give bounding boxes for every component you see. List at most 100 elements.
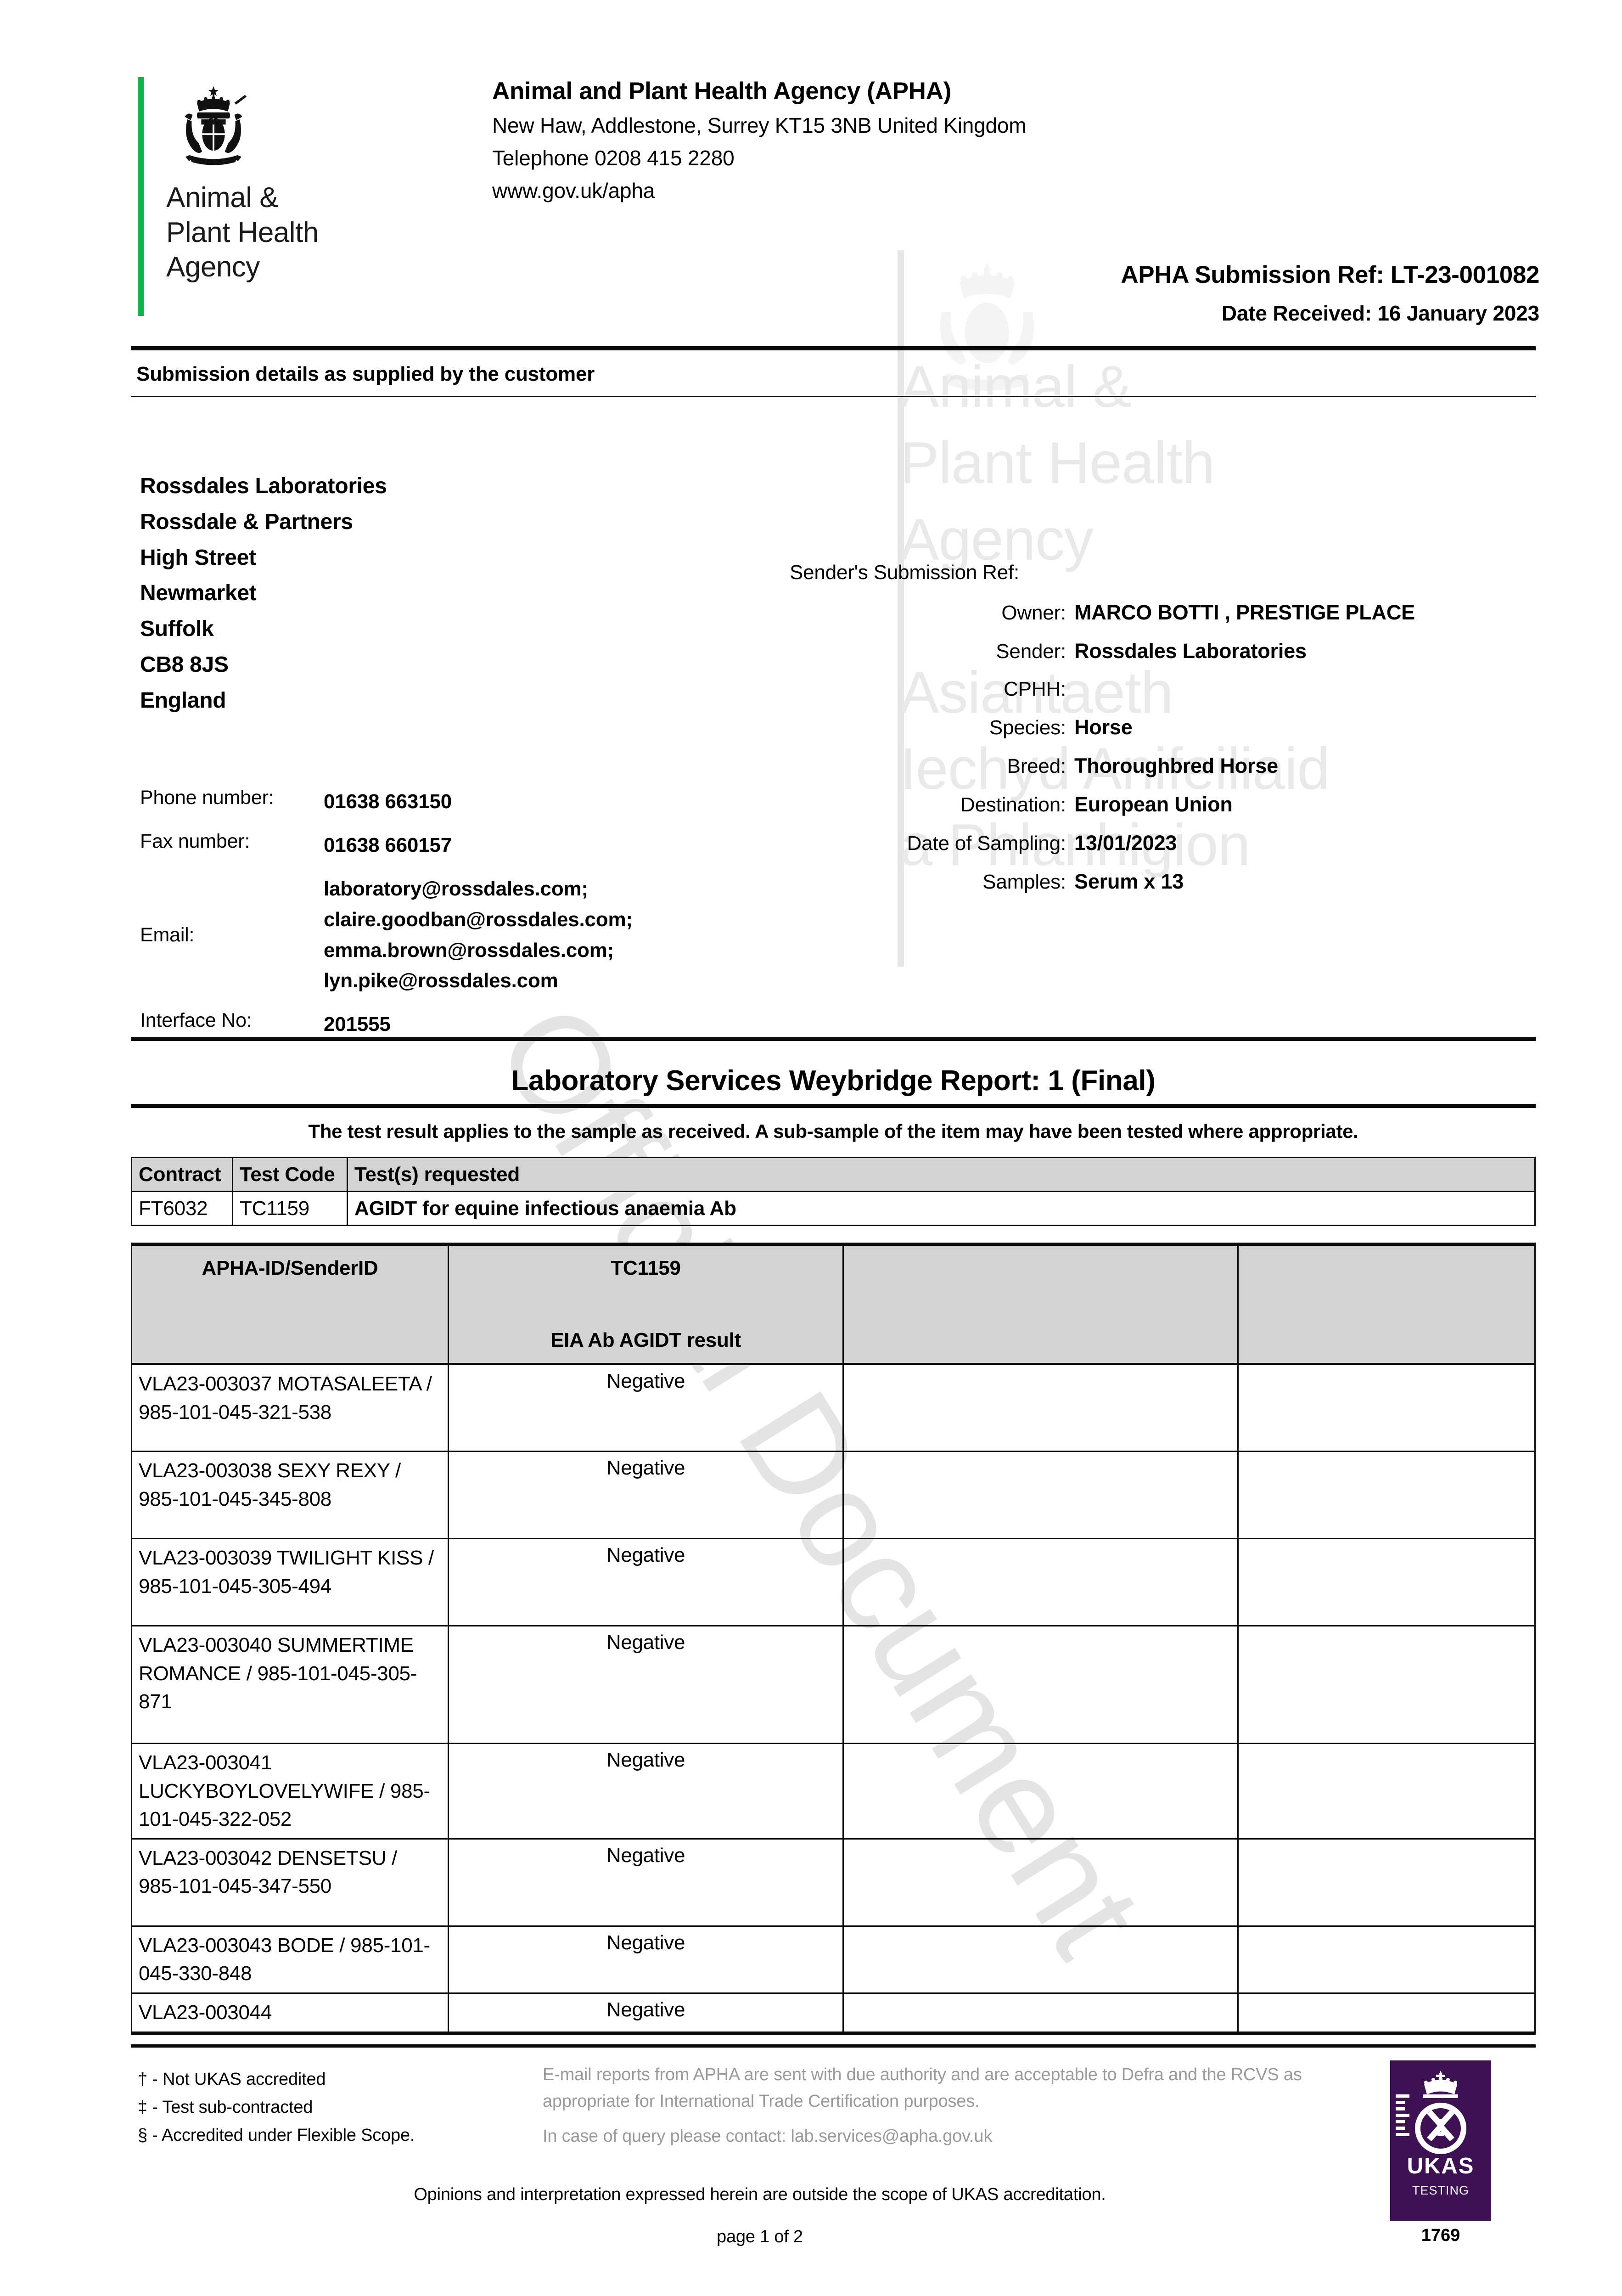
footer-email-note-1: E-mail reports from APHA are sent with d… xyxy=(543,2065,1302,2111)
results-cell-col3 xyxy=(842,1838,1239,1927)
results-cell-result: Negative xyxy=(448,1925,844,1994)
footer-email-notes: E-mail reports from APHA are sent with d… xyxy=(543,2062,1323,2158)
results-cell-id: VLA23-003040 SUMMERTIME ROMANCE / 985-10… xyxy=(131,1625,449,1744)
contact-label-email: Email: xyxy=(140,924,195,946)
results-cell-col3 xyxy=(842,1742,1239,1840)
results-cell-id: VLA23-003039 TWILIGHT KISS / 985-101-045… xyxy=(131,1537,449,1626)
detail-label-breed: Breed: xyxy=(1007,755,1066,777)
organisation-phone: Telephone 0208 415 2280 xyxy=(492,146,735,170)
table-row: VLA23-003044 Negative xyxy=(131,1992,1536,2035)
detail-label-date-of-sampling: Date of Sampling: xyxy=(907,832,1066,855)
organisation-website: www.gov.uk/apha xyxy=(492,179,655,203)
customer-address: Rossdales Laboratories Rossdale & Partne… xyxy=(140,474,387,713)
detail-row-destination: Destination: European Union xyxy=(790,793,1543,816)
ukas-crown-icon xyxy=(1396,2071,1467,2154)
detail-row-samples: Samples: Serum x 13 xyxy=(790,870,1543,894)
results-cell-col4 xyxy=(1237,1992,1536,2035)
table-row: VLA23-003041 LUCKYBOYLOVELYWIFE / 985-10… xyxy=(131,1742,1536,1840)
ukas-accreditation-mark: UKAS TESTING 1769 xyxy=(1390,2060,1491,2245)
page-number: page 1 of 2 xyxy=(717,2227,803,2246)
ukas-wordmark: UKAS xyxy=(1407,2154,1475,2178)
results-cell-result: Negative xyxy=(448,1450,844,1539)
footer-opinion: Opinions and interpretation expressed he… xyxy=(414,2185,1106,2204)
results-cell-id: VLA23-003041 LUCKYBOYLOVELYWIFE / 985-10… xyxy=(131,1742,449,1840)
results-cell-col3 xyxy=(842,1450,1239,1539)
detail-value-sender: Rossdales Laboratories xyxy=(1074,639,1307,663)
table-row: FT6032 TC1159 AGIDT for equine infectiou… xyxy=(131,1191,1536,1226)
contact-value-email: laboratory@rossdales.com; claire.goodban… xyxy=(324,877,633,992)
contract-header-contract: Contract xyxy=(131,1157,233,1192)
table-row: VLA23-003037 MOTASALEETA / 985-101-045-3… xyxy=(131,1363,1536,1452)
organisation-block: Animal and Plant Health Agency (APHA) Ne… xyxy=(492,77,1027,203)
detail-row-species: Species: Horse xyxy=(790,715,1543,739)
detail-row-sender: Sender: Rossdales Laboratories xyxy=(790,639,1543,663)
results-cell-id: VLA23-003038 SEXY REXY / 985-101-045-345… xyxy=(131,1450,449,1539)
footer-rule xyxy=(131,2044,1536,2048)
royal-crest-icon xyxy=(185,86,247,165)
results-cell-col3 xyxy=(842,1363,1239,1452)
logo-green-bar xyxy=(138,77,144,316)
contact-label-phone: Phone number: xyxy=(140,787,274,809)
table-row: VLA23-003039 TWILIGHT KISS / 985-101-045… xyxy=(131,1537,1536,1626)
detail-label-owner: Owner: xyxy=(1001,602,1066,624)
submission-ref-block: APHA Submission Ref: LT-23-001082 Date R… xyxy=(1121,261,1539,326)
results-header-blank-3 xyxy=(842,1243,1239,1365)
results-cell-result: Negative xyxy=(448,1992,844,2035)
contact-value-phone: 01638 663150 xyxy=(324,790,452,813)
detail-value-breed: Thoroughbred Horse xyxy=(1074,754,1278,777)
contact-row-fax: Fax number: 01638 660157 xyxy=(140,830,792,861)
results-cell-col3 xyxy=(842,1537,1239,1626)
detail-value-species: Horse xyxy=(1074,715,1133,739)
results-header-blank-4 xyxy=(1237,1243,1536,1365)
report-title: Laboratory Services Weybridge Report: 1 … xyxy=(511,1065,1156,1097)
report-top-rule xyxy=(131,1037,1536,1041)
royal-crest-watermark-icon xyxy=(940,263,1034,391)
results-header-test-name: EIA Ab AGIDT result xyxy=(550,1328,741,1351)
results-header-test: TC1159 EIA Ab AGIDT result xyxy=(448,1243,844,1365)
results-cell-result: Negative xyxy=(448,1537,844,1626)
results-cell-id: VLA23-003037 MOTASALEETA / 985-101-045-3… xyxy=(131,1363,449,1452)
contract-header-test-code: Test Code xyxy=(232,1157,348,1192)
ukas-logo-box: UKAS TESTING xyxy=(1390,2060,1491,2221)
contract-cell-contract: FT6032 xyxy=(131,1191,233,1226)
results-cell-col3 xyxy=(842,1925,1239,1994)
contact-row-interface: Interface No: 201555 xyxy=(140,1009,792,1040)
results-cell-col4 xyxy=(1237,1925,1536,1994)
contract-table-header-row: Contract Test Code Test(s) requested xyxy=(131,1157,1536,1192)
results-cell-col4 xyxy=(1237,1625,1536,1744)
contract-header-tests-requested: Test(s) requested xyxy=(347,1157,1536,1192)
footer-email-note-2: In case of query please contact: lab.ser… xyxy=(543,2126,993,2146)
submission-details-label: Submission details as supplied by the cu… xyxy=(136,363,595,385)
results-cell-result: Negative xyxy=(448,1742,844,1840)
results-cell-col3 xyxy=(842,1625,1239,1744)
results-header-test-code: TC1159 xyxy=(611,1257,681,1279)
ukas-subtitle: TESTING xyxy=(1412,2183,1469,2197)
results-cell-result: Negative xyxy=(448,1838,844,1927)
table-row: VLA23-003038 SEXY REXY / 985-101-045-345… xyxy=(131,1450,1536,1539)
detail-label-samples: Samples: xyxy=(982,871,1066,893)
results-cell-id: VLA23-003044 xyxy=(131,1992,449,2035)
contact-label-interface: Interface No: xyxy=(140,1009,252,1032)
results-cell-id: VLA23-003042 DENSETSU / 985-101-045-347-… xyxy=(131,1838,449,1927)
detail-row-date-of-sampling: Date of Sampling: 13/01/2023 xyxy=(790,831,1543,855)
table-row: VLA23-003043 BODE / 985-101-045-330-848 … xyxy=(131,1925,1536,1994)
detail-value-owner: MARCO BOTTI , PRESTIGE PLACE xyxy=(1074,601,1415,624)
detail-row-owner: Owner: MARCO BOTTI , PRESTIGE PLACE xyxy=(790,601,1543,625)
detail-label-destination: Destination: xyxy=(960,793,1066,816)
results-cell-id: VLA23-003043 BODE / 985-101-045-330-848 xyxy=(131,1925,449,1994)
header-divider-rule xyxy=(131,346,1536,350)
results-cell-col4 xyxy=(1237,1838,1536,1927)
date-received: Date Received: 16 January 2023 xyxy=(1221,301,1539,325)
results-cell-result: Negative xyxy=(448,1363,844,1452)
results-cell-col4 xyxy=(1237,1537,1536,1626)
detail-label-sender: Sender: xyxy=(996,640,1066,663)
results-header-apha-id: APHA-ID/SenderID xyxy=(131,1243,449,1365)
section-divider-rule xyxy=(131,396,1536,397)
detail-label-cphh: CPHH: xyxy=(1004,678,1066,700)
detail-value-date-of-sampling: 13/01/2023 xyxy=(1074,831,1177,855)
contact-value-interface: 201555 xyxy=(324,1013,391,1036)
detail-row-breed: Breed: Thoroughbred Horse xyxy=(790,754,1543,778)
detail-value-samples: Serum x 13 xyxy=(1074,870,1184,893)
results-cell-col3 xyxy=(842,1992,1239,2035)
